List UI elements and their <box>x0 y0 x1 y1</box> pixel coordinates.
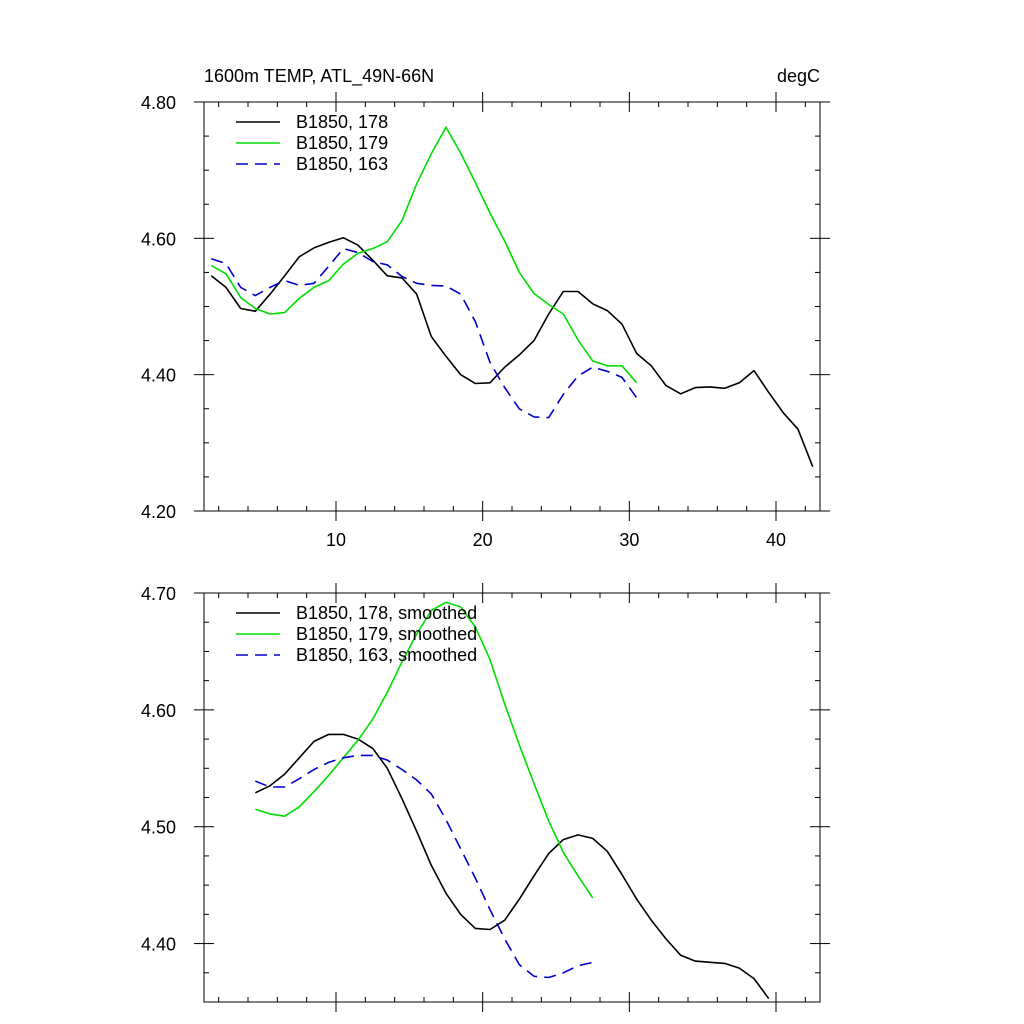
y-tick-label: 4.60 <box>141 229 176 249</box>
bottom-panel: 4.404.504.604.70 B1850, 178, smoothedB18… <box>141 583 830 1012</box>
series-line-3 <box>211 247 638 419</box>
legend-label-1: B1850, 178, smoothed <box>296 603 477 623</box>
y-tick-label: 4.20 <box>141 502 176 522</box>
y-tick-label: 4.40 <box>141 366 176 386</box>
top-panel: 1600m TEMP, ATL_49N-66N degC 4.20 4.40 4.6… <box>141 66 830 550</box>
legend-label-2: B1850, 179, smoothed <box>296 624 477 644</box>
series-lines <box>254 601 770 999</box>
chart-title: 1600m TEMP, ATL_49N-66N <box>204 66 434 87</box>
series-lines <box>210 126 814 467</box>
axis-ticks <box>194 583 830 1012</box>
legend-label-3: B1850, 163, smoothed <box>296 645 477 665</box>
legend-label-3: B1850, 163 <box>296 154 388 174</box>
y-tick-labels: 4.20 4.40 4.60 4.80 <box>141 93 176 522</box>
y-tick-label: 4.60 <box>141 701 176 721</box>
y-tick-label: 4.40 <box>141 935 176 955</box>
y-tick-labels: 4.40 4.50 4.60 4.70 <box>141 584 176 955</box>
x-tick-label: 30 <box>619 530 639 550</box>
series-line-3 <box>255 754 593 979</box>
units-label: degC <box>777 66 820 86</box>
y-tick-label: 4.50 <box>141 818 176 838</box>
x-tick-label: 10 <box>326 530 346 550</box>
y-tick-label: 4.80 <box>141 93 176 113</box>
series-line-1 <box>254 733 770 999</box>
y-tick-label: 4.70 <box>141 584 176 604</box>
x-tick-label: 20 <box>473 530 493 550</box>
series-line-1 <box>210 236 814 467</box>
axis-ticks <box>194 92 830 521</box>
series-line-2 <box>210 126 638 384</box>
legend-label-1: B1850, 178 <box>296 112 388 132</box>
x-tick-label: 40 <box>766 530 786 550</box>
series-line-2 <box>255 601 594 899</box>
legend-label-2: B1850, 179 <box>296 133 388 153</box>
x-tick-labels: 10 20 30 40 <box>326 530 786 550</box>
